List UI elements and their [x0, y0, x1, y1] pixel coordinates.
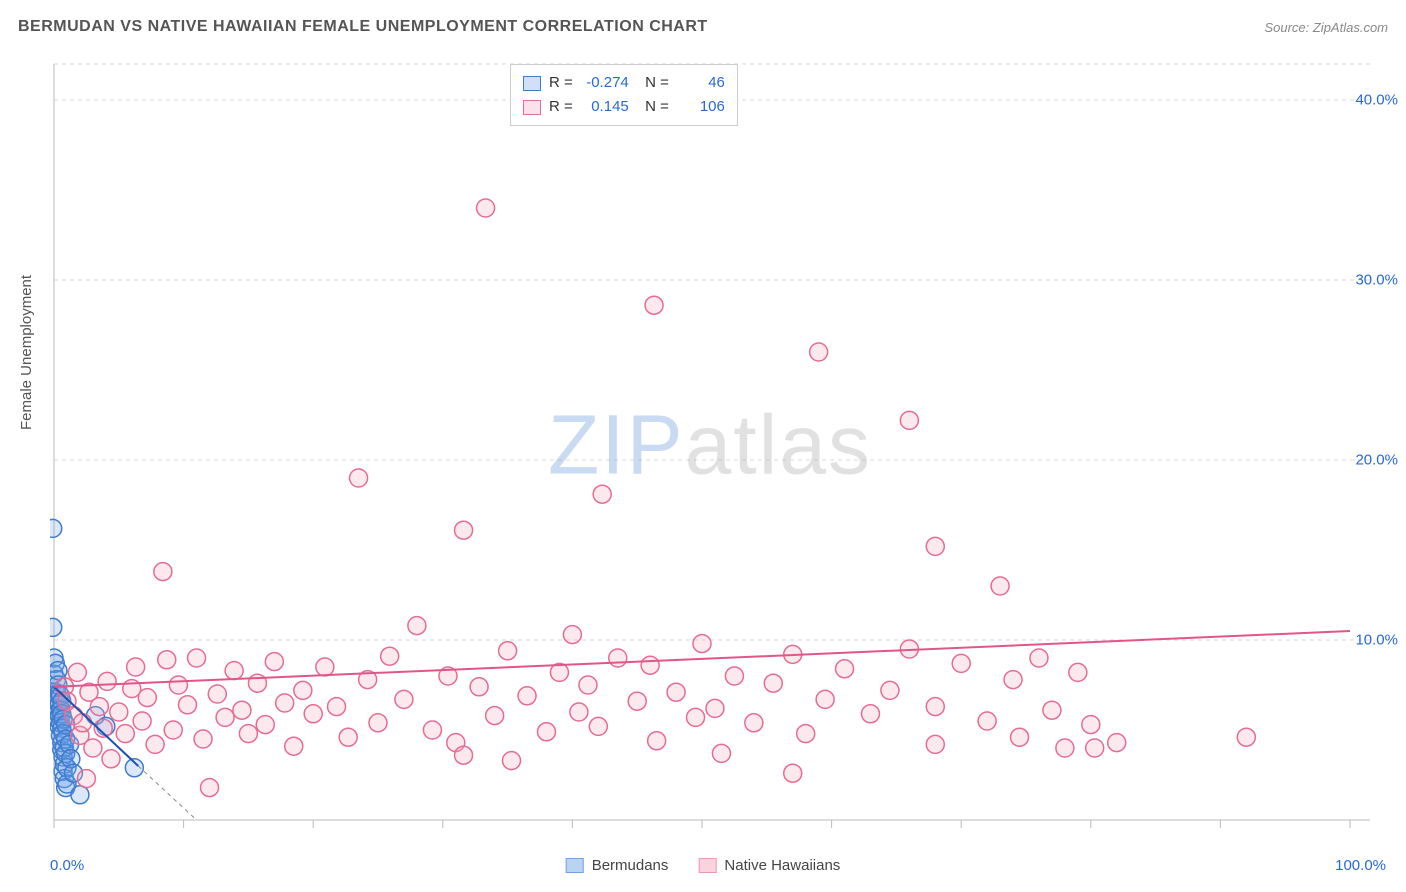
y-tick-30: 30.0% — [1355, 272, 1398, 289]
r-value-hawaiians: 0.145 — [581, 95, 629, 119]
legend-swatch-hawaiians — [698, 858, 716, 873]
n-value-hawaiians: 106 — [677, 95, 725, 119]
legend-swatch-bermudans — [566, 858, 584, 873]
chart-area: ZIPatlas — [50, 60, 1370, 830]
n-label: N = — [637, 95, 669, 119]
stats-row-hawaiians: R = 0.145 N = 106 — [523, 95, 725, 119]
n-label: N = — [637, 71, 669, 95]
legend-label-hawaiians: Native Hawaiians — [724, 857, 840, 874]
stats-legend: R = -0.274 N = 46 R = 0.145 N = 106 — [510, 64, 738, 126]
y-axis-label: Female Unemployment — [18, 275, 35, 430]
x-tick-100: 100.0% — [1335, 857, 1386, 874]
y-tick-10: 10.0% — [1355, 632, 1398, 649]
source-attribution: Source: ZipAtlas.com — [1264, 20, 1388, 35]
y-tick-20: 20.0% — [1355, 452, 1398, 469]
r-label: R = — [549, 71, 573, 95]
swatch-bermudans — [523, 76, 541, 91]
bottom-legend: Bermudans Native Hawaiians — [566, 857, 841, 874]
stats-row-bermudans: R = -0.274 N = 46 — [523, 71, 725, 95]
y-tick-40: 40.0% — [1355, 92, 1398, 109]
r-label: R = — [549, 95, 573, 119]
chart-title: BERMUDAN VS NATIVE HAWAIIAN FEMALE UNEMP… — [18, 18, 708, 36]
n-value-bermudans: 46 — [677, 71, 725, 95]
swatch-hawaiians — [523, 100, 541, 115]
legend-label-bermudans: Bermudans — [592, 857, 669, 874]
r-value-bermudans: -0.274 — [581, 71, 629, 95]
x-tick-0: 0.0% — [50, 857, 84, 874]
legend-item-bermudans: Bermudans — [566, 857, 669, 874]
scatter-chart-svg — [50, 60, 1370, 830]
legend-item-hawaiians: Native Hawaiians — [698, 857, 840, 874]
